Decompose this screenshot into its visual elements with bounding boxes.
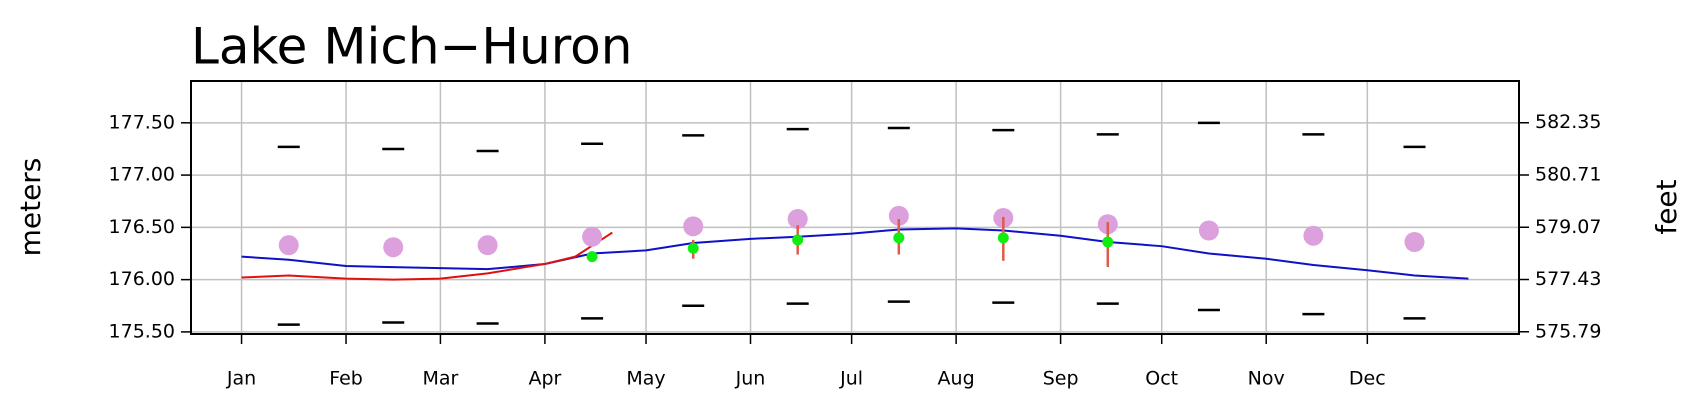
y2-tick-label: 582.35 <box>1535 111 1601 133</box>
x-tick-label: Aug <box>938 368 975 390</box>
y2-tick-label: 577.43 <box>1535 268 1601 290</box>
average-dot <box>1303 225 1324 246</box>
x-tick-label: Dec <box>1349 368 1386 390</box>
x-tick-label: Nov <box>1248 368 1285 390</box>
average-dot <box>888 205 909 226</box>
average-dot <box>683 216 704 237</box>
data-line <box>241 227 1469 280</box>
average-dot <box>383 237 404 258</box>
x-tick-label: May <box>626 368 665 390</box>
x-tick-label: Jan <box>226 368 256 390</box>
y-tick-label: 176.50 <box>109 216 175 238</box>
average-dot <box>582 226 603 247</box>
y2-axis-label: feet <box>1650 179 1683 234</box>
x-tick-label: Apr <box>528 368 561 390</box>
average-dot <box>1404 232 1425 252</box>
x-tick-label: Jun <box>735 368 766 390</box>
forecast-dot <box>997 232 1009 244</box>
y-tick-label: 175.50 <box>109 320 175 342</box>
chart-title: Lake Mich−Huron <box>191 18 632 76</box>
y-tick-label: 176.00 <box>109 268 175 290</box>
forecast-dot <box>893 232 905 244</box>
y2-tick-label: 580.71 <box>1535 163 1601 185</box>
forecast-dot <box>687 242 699 254</box>
y2-tick-label: 575.79 <box>1535 320 1601 342</box>
y-axis-label: meters <box>14 158 47 257</box>
average-dot <box>477 235 498 256</box>
forecast-dot <box>1102 236 1114 248</box>
average-dot <box>278 235 299 256</box>
x-tick-label: Jul <box>839 368 863 390</box>
y-tick-label: 177.50 <box>109 111 175 133</box>
plot-frame <box>190 80 1520 335</box>
forecast-dot <box>792 234 804 246</box>
x-tick-label: Mar <box>422 368 458 390</box>
x-tick-label: Sep <box>1043 368 1079 390</box>
y-tick-label: 177.00 <box>109 164 175 186</box>
average-dot <box>1198 220 1219 241</box>
x-tick-label: Feb <box>329 368 363 390</box>
x-tick-label: Oct <box>1145 368 1178 390</box>
forecast-dot <box>586 251 598 263</box>
data-line <box>241 231 613 281</box>
average-dot <box>787 209 808 229</box>
y2-tick-label: 579.07 <box>1535 216 1601 238</box>
